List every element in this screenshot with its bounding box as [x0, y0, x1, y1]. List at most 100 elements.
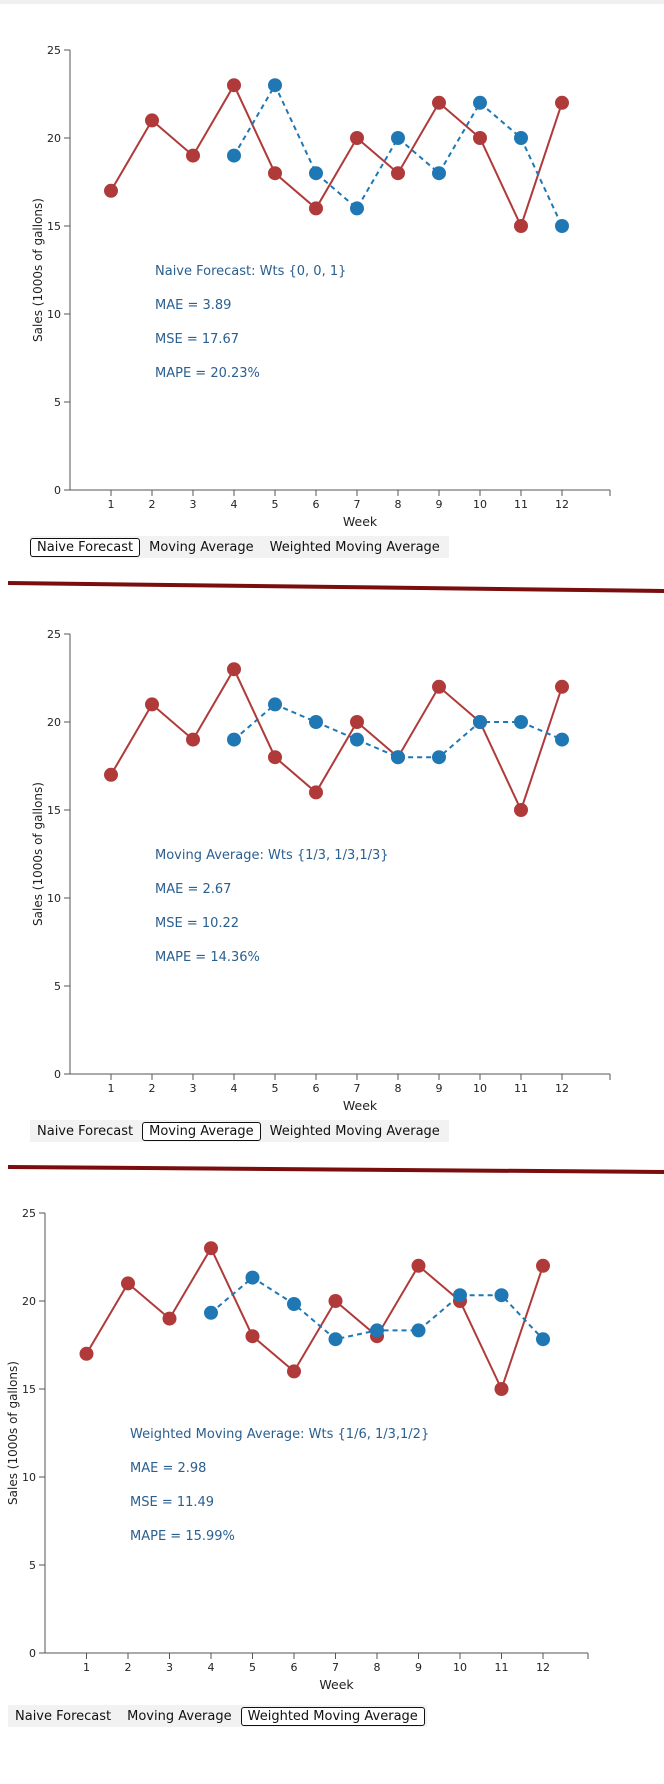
- actual-sales-point: [536, 1258, 550, 1273]
- y-axis-label: Sales (1000s of gallons): [31, 198, 45, 342]
- y-tick-label: 0: [54, 484, 61, 497]
- y-tick-label: 20: [22, 1295, 36, 1308]
- tab-moving-average[interactable]: Moving Average: [149, 539, 254, 555]
- forecast-point: [287, 1296, 301, 1311]
- actual-sales-point: [473, 131, 487, 145]
- tab-naive-forecast[interactable]: Naive Forecast: [15, 1708, 112, 1724]
- actual-sales-point: [432, 679, 446, 694]
- tab-moving-average[interactable]: Moving Average: [127, 1708, 232, 1724]
- x-tick-label: 6: [313, 1082, 320, 1095]
- y-tick-label: 10: [47, 308, 61, 321]
- x-tick-label: 11: [514, 498, 528, 511]
- x-tick-label: 9: [436, 498, 443, 511]
- actual-sales-line: [85, 1246, 544, 1392]
- y-tick-label: 10: [47, 892, 61, 905]
- x-tick-label: 12: [555, 1082, 569, 1095]
- y-tick-label: 0: [54, 1068, 61, 1081]
- y-tick-label: 20: [47, 716, 61, 729]
- actual-sales-point: [121, 1276, 135, 1291]
- actual-sales-point: [268, 750, 282, 765]
- forecast-point: [514, 715, 528, 729]
- tab-naive-forecast[interactable]: Naive Forecast: [30, 537, 141, 557]
- tab-naive-forecast[interactable]: Naive Forecast: [37, 1123, 134, 1139]
- x-tick-label: 6: [313, 498, 320, 511]
- error-metric: MAPE = 15.99%: [130, 1529, 235, 1544]
- actual-sales-point: [104, 767, 118, 782]
- error-metric: MSE = 10.22: [155, 916, 239, 931]
- x-tick-label: 5: [249, 1661, 256, 1674]
- x-tick-label: 8: [395, 498, 402, 511]
- forecast-point: [350, 201, 364, 216]
- forecast-point: [268, 78, 282, 93]
- y-tick-label: 25: [47, 44, 61, 57]
- y-tick-label: 15: [22, 1383, 36, 1396]
- error-metric: MAE = 3.89: [155, 298, 231, 313]
- method-label: Naive Forecast: Wts {0, 0, 1}: [155, 264, 346, 279]
- y-axis-label: Sales (1000s of gallons): [31, 782, 45, 926]
- actual-sales-point: [391, 166, 405, 181]
- actual-sales-point: [287, 1364, 301, 1379]
- section-divider: [7, 1165, 664, 1174]
- forecast-line: [233, 83, 563, 227]
- x-tick-label: 2: [149, 498, 156, 511]
- actual-sales-point: [245, 1329, 260, 1344]
- forecast-point: [453, 1288, 467, 1303]
- x-tick-label: 7: [354, 1082, 361, 1095]
- x-tick-label: 2: [125, 1661, 132, 1674]
- x-tick-label: 3: [190, 1082, 197, 1095]
- x-tick-label: 5: [272, 498, 279, 511]
- x-tick-label: 1: [83, 1661, 90, 1674]
- tab-weighted-moving-average[interactable]: Weighted Moving Average: [240, 1706, 425, 1726]
- actual-sales-point: [186, 732, 200, 747]
- method-label: Weighted Moving Average: Wts {1/6, 1/3,1…: [130, 1427, 429, 1442]
- section-divider: [7, 581, 664, 593]
- forecast-point: [473, 95, 487, 110]
- forecast-point: [494, 1288, 509, 1303]
- chart-panel-naive: 0 5 10 15 20 25 1 2 3 4 5 6 7 8 9 10 11 12 Week Sales (1000…: [0, 0, 664, 570]
- x-tick-label: 3: [166, 1661, 173, 1674]
- actual-sales-point: [350, 131, 364, 145]
- forecast-point: [432, 166, 446, 181]
- x-tick-label: 12: [536, 1661, 550, 1674]
- y-tick-label: 10: [22, 1471, 36, 1484]
- forecast-point: [204, 1305, 218, 1320]
- x-tick-label: 10: [473, 1082, 487, 1095]
- forecast-point: [391, 131, 405, 145]
- error-metric: MAE = 2.98: [130, 1461, 206, 1476]
- actual-sales-point: [227, 78, 241, 93]
- forecast-point: [536, 1332, 550, 1347]
- y-tick-label: 25: [47, 628, 61, 641]
- x-axis-label: Week: [319, 1677, 354, 1692]
- forecast-point: [391, 750, 405, 765]
- x-tick-label: 4: [231, 1082, 238, 1095]
- chart-panel-weighted-moving-average: 0 5 10 15 20 25 1 2 3 4 5 6 7 8 9 10 11 12 Week Sales (1000…: [0, 1168, 664, 1768]
- x-axis-label: Week: [343, 1098, 378, 1113]
- x-tick-label: 4: [231, 498, 238, 511]
- forecast-point: [514, 131, 528, 145]
- x-tick-label: 2: [149, 1082, 156, 1095]
- tab-weighted-moving-average[interactable]: Weighted Moving Average: [269, 539, 440, 555]
- x-tick-label: 10: [473, 498, 487, 511]
- forecast-point: [309, 715, 323, 729]
- y-tick-label: 5: [29, 1559, 36, 1572]
- forecast-point: [227, 148, 241, 163]
- forecast-point: [411, 1323, 426, 1338]
- forecast-point: [245, 1270, 260, 1285]
- tab-weighted-moving-average[interactable]: Weighted Moving Average: [269, 1123, 440, 1139]
- error-metric: MAE = 2.67: [155, 882, 231, 897]
- actual-sales-point: [162, 1311, 177, 1326]
- actual-sales-point: [145, 697, 159, 712]
- x-tick-label: 11: [495, 1661, 509, 1674]
- actual-sales-point: [555, 95, 569, 110]
- tab-moving-average[interactable]: Moving Average: [142, 1121, 261, 1141]
- forecast-point: [555, 732, 569, 747]
- x-tick-label: 12: [555, 498, 569, 511]
- actual-sales-point: [514, 219, 528, 233]
- actual-sales-point: [104, 183, 118, 198]
- chart-panel-moving-average: 0 5 10 15 20 25 1 2 3 4 5 6 7 8 9 10 11 12 Week Sales (1000…: [0, 584, 664, 1154]
- x-tick-label: 8: [374, 1661, 381, 1674]
- x-tick-label: 4: [208, 1661, 215, 1674]
- x-tick-label: 6: [291, 1661, 298, 1674]
